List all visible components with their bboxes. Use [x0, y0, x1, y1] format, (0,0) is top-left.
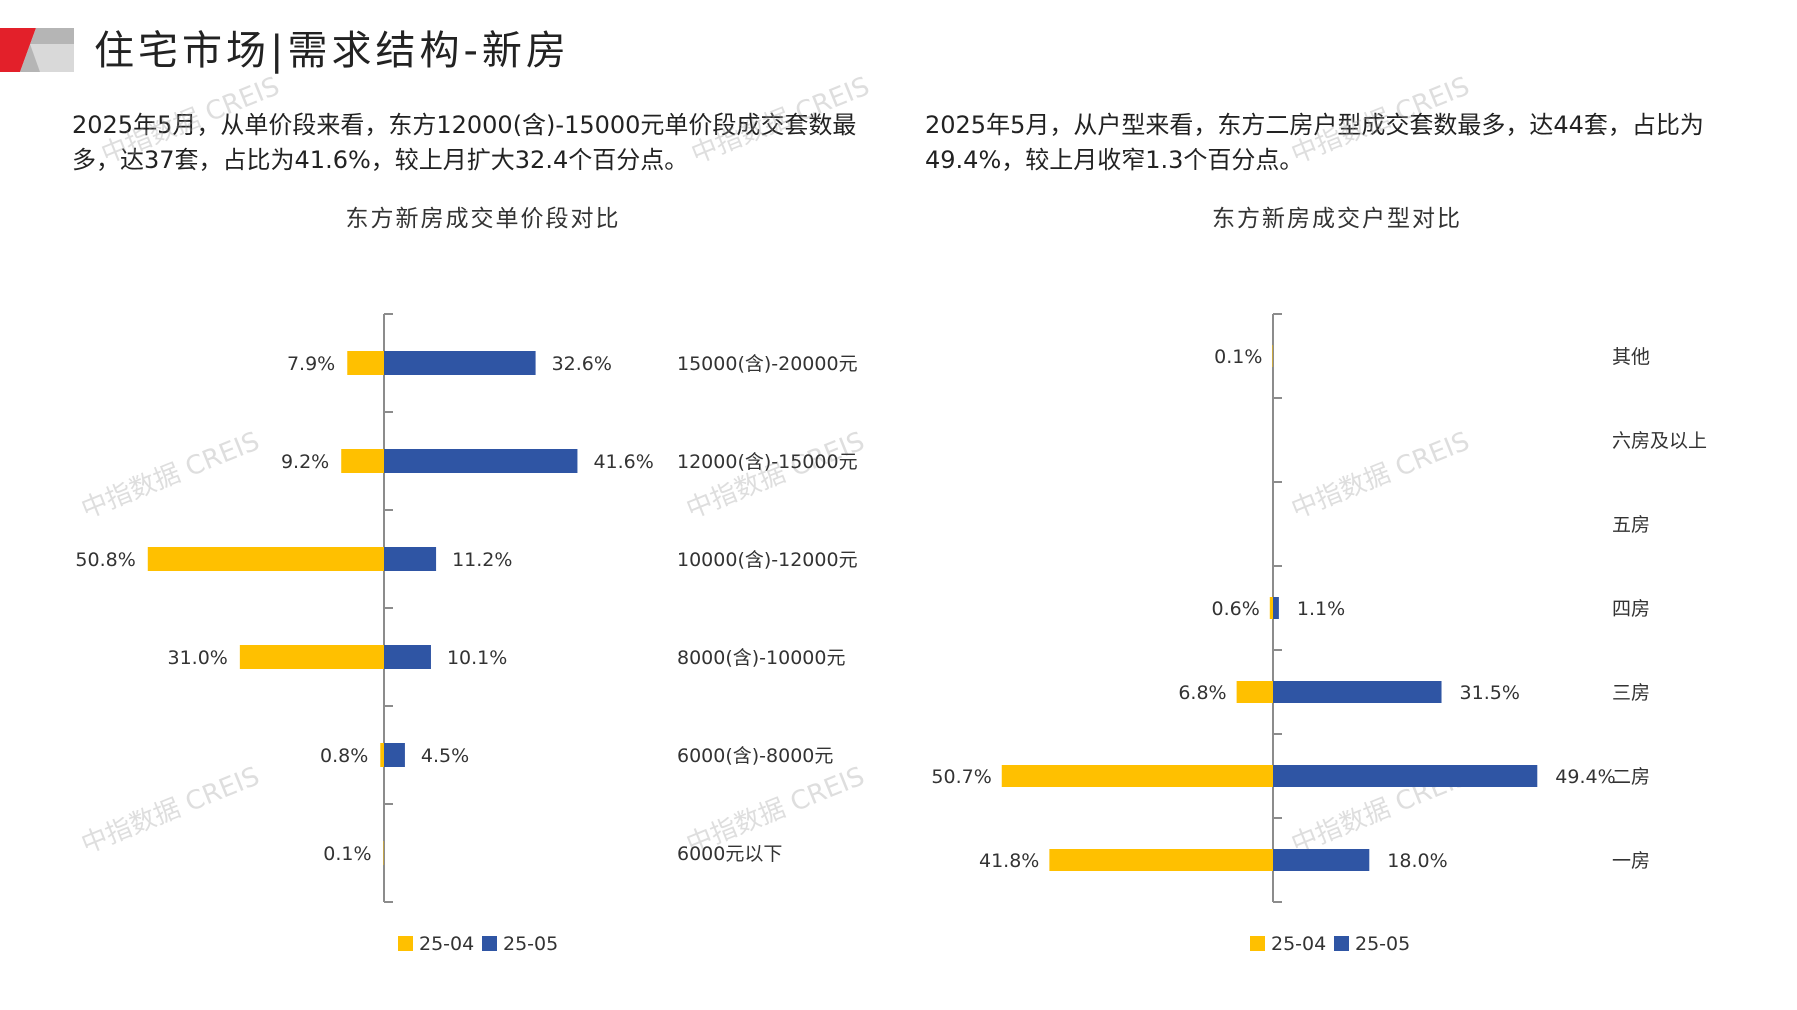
category-label: 12000(含)-15000元	[677, 451, 858, 473]
data-label-25-05: 41.6%	[593, 451, 653, 473]
category-label: 6000元以下	[677, 843, 782, 865]
category-label: 8000(含)-10000元	[677, 647, 845, 669]
data-label-25-05: 11.2%	[452, 549, 512, 571]
bar-25-04	[1269, 597, 1273, 619]
bar-25-04	[1001, 765, 1273, 787]
legend-swatch-25-04	[1250, 936, 1265, 951]
category-label: 六房及以上	[1612, 430, 1707, 452]
category-label: 一房	[1612, 850, 1650, 872]
bar-25-04	[147, 547, 384, 571]
data-label-25-05: 18.0%	[1387, 850, 1447, 872]
data-label-25-05: 49.4%	[1555, 766, 1615, 788]
category-label: 10000(含)-12000元	[677, 549, 858, 571]
bar-25-05	[384, 449, 578, 473]
bar-25-05	[1273, 681, 1442, 703]
bar-25-05	[384, 645, 431, 669]
chart-title: 东方新房成交户型对比	[1212, 206, 1462, 232]
bar-25-04	[341, 449, 384, 473]
category-label: 其他	[1612, 346, 1650, 368]
data-label-25-05: 1.1%	[1297, 598, 1345, 620]
data-label-25-04: 50.7%	[931, 766, 991, 788]
right-description: 2025年5月，从户型来看，东方二房户型成交套数最多，达44套，占比为49.4%…	[925, 111, 1704, 174]
bar-25-04	[239, 645, 384, 669]
bar-25-05	[1273, 849, 1370, 871]
category-label: 二房	[1612, 766, 1650, 788]
data-label-25-04: 50.8%	[75, 549, 135, 571]
data-label-25-04: 0.8%	[320, 745, 368, 767]
category-label: 四房	[1612, 598, 1650, 620]
bar-25-05	[384, 547, 437, 571]
bar-25-05	[1273, 597, 1279, 619]
legend-swatch-25-04	[398, 936, 413, 951]
bar-25-05	[384, 351, 536, 375]
logo-red-shape	[0, 28, 36, 72]
data-label-25-05: 31.5%	[1460, 682, 1520, 704]
bar-25-05	[384, 743, 405, 767]
logo-light-shape	[30, 44, 74, 72]
data-label-25-04: 9.2%	[281, 451, 329, 473]
data-label-25-05: 10.1%	[447, 647, 507, 669]
data-label-25-04: 0.1%	[1214, 346, 1262, 368]
data-label-25-05: 32.6%	[552, 353, 612, 375]
category-label: 6000(含)-8000元	[677, 745, 833, 767]
legend-swatch-25-05	[482, 936, 497, 951]
corner-logo	[0, 28, 74, 72]
legend-label-25-05: 25-05	[1355, 933, 1410, 955]
bar-25-04	[1236, 681, 1273, 703]
bar-25-04	[380, 743, 384, 767]
data-label-25-04: 7.9%	[287, 353, 335, 375]
data-label-25-04: 6.8%	[1178, 682, 1226, 704]
data-label-25-04: 31.0%	[167, 647, 227, 669]
legend-label-25-04: 25-04	[419, 933, 474, 955]
legend-label-25-04: 25-04	[1271, 933, 1326, 955]
legend-label-25-05: 25-05	[503, 933, 558, 955]
data-label-25-04: 0.6%	[1212, 598, 1260, 620]
category-label: 三房	[1612, 682, 1650, 704]
data-label-25-04: 41.8%	[979, 850, 1039, 872]
bar-25-05	[1273, 765, 1538, 787]
data-label-25-04: 0.1%	[323, 843, 371, 865]
left-description: 2025年5月，从单价段来看，东方12000(含)-15000元单价段成交套数最…	[72, 111, 857, 174]
data-label-25-05: 4.5%	[421, 745, 469, 767]
bar-25-04	[347, 351, 384, 375]
bar-25-04	[1049, 849, 1273, 871]
chart-title: 东方新房成交单价段对比	[346, 206, 621, 232]
category-label: 五房	[1612, 514, 1650, 536]
category-label: 15000(含)-20000元	[677, 353, 858, 375]
page-title: 住宅市场|需求结构-新房	[94, 28, 570, 74]
legend-swatch-25-05	[1334, 936, 1349, 951]
bar-25-04	[1272, 345, 1273, 367]
